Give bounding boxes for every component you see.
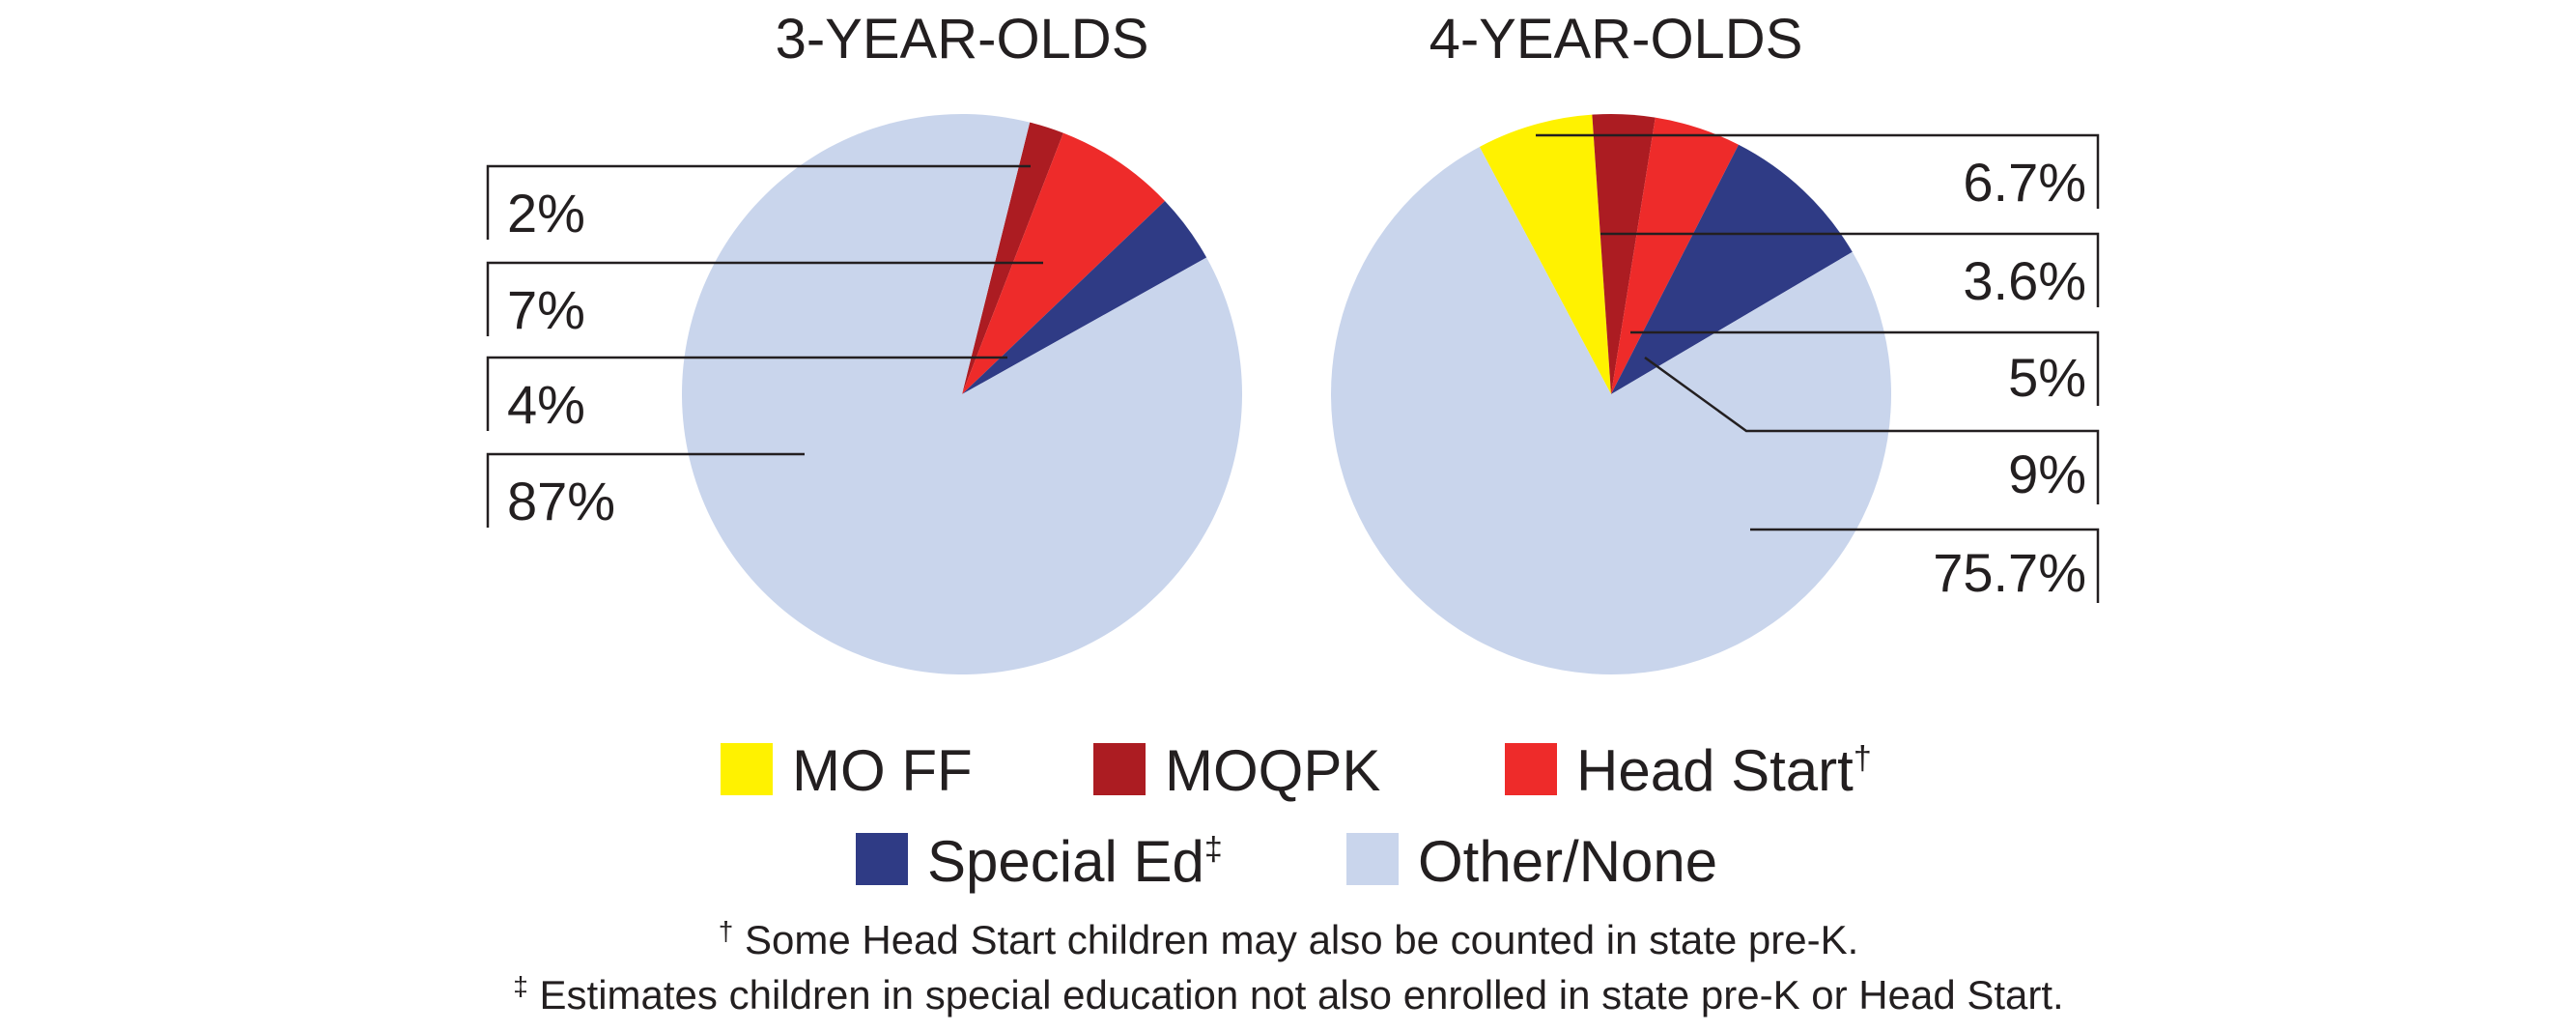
legend-text: Other/None (1418, 829, 1717, 894)
pie-slice-special_ed (962, 201, 1207, 394)
pie-slice-moqpk (1592, 113, 1656, 395)
footnotes: † Some Head Start children may also be c… (513, 916, 2063, 1018)
legend-swatch-other (1346, 833, 1399, 885)
pie-slice-moqpk (962, 122, 1063, 395)
legend: MO FF MOQPK Head Start† Special Ed‡ Other/No… (721, 738, 1872, 894)
footnote-marker: † (719, 916, 734, 946)
legend-label-moqpk: MOQPK (1165, 738, 1380, 803)
legend-marker: ‡ (1204, 831, 1223, 868)
pie-slice-other (682, 113, 1243, 674)
footnote-2: ‡ Estimates children in special educatio… (513, 971, 2063, 1018)
legend-label-head_start: Head Start† (1576, 738, 1872, 803)
pct-label-head_start: 7% (507, 279, 585, 340)
pie-slice-head_start (962, 132, 1166, 394)
leader-line-moqpk (1600, 232, 2100, 307)
leader-line-other (486, 452, 805, 528)
legend-label-mo_ff: MO FF (792, 738, 973, 803)
pie-4-year-olds (1330, 113, 1891, 675)
pct-label-head_start: 5% (2008, 347, 2086, 408)
leader-line-special_ed (1644, 356, 2100, 504)
pie-slice-head_start (1611, 117, 1740, 394)
legend-text: Head Start (1576, 738, 1854, 803)
legend-label-other: Other/None (1418, 829, 1717, 894)
pct-label-special_ed: 9% (2008, 444, 2086, 504)
leader-line-other (1750, 528, 2100, 603)
leader-line-moqpk (486, 164, 1031, 240)
pct-label-other: 75.7% (1933, 542, 2086, 603)
leader-line-special_ed (486, 356, 1007, 431)
legend-text: MOQPK (1165, 738, 1380, 803)
chart-title-4-year-olds: 4-YEAR-OLDS (1430, 8, 1803, 71)
chart-title-3-year-olds: 3-YEAR-OLDS (776, 8, 1149, 71)
pct-label-moqpk: 2% (507, 183, 585, 244)
pie-slice-other (1330, 146, 1891, 675)
legend-swatch-special_ed (856, 833, 908, 885)
pie-slice-mo_ff (1479, 114, 1611, 394)
legend-text: Special Ed (927, 829, 1204, 894)
pct-label-moqpk: 3.6% (1963, 250, 2086, 311)
footnote-text: Some Head Start children may also be cou… (733, 917, 1858, 962)
legend-text: MO FF (792, 738, 973, 803)
leader-line-mo_ff (1536, 133, 2100, 209)
leader-line-head_start (486, 261, 1043, 336)
pct-label-special_ed: 4% (507, 374, 585, 435)
pct-label-other: 87% (507, 471, 615, 531)
legend-swatch-moqpk (1093, 743, 1146, 795)
legend-swatch-head_start (1505, 743, 1557, 795)
footnote-marker: ‡ (513, 971, 528, 1001)
legend-swatch-mo_ff (721, 743, 773, 795)
pct-label-mo_ff: 6.7% (1963, 152, 2086, 213)
footnote-1: † Some Head Start children may also be c… (719, 916, 1859, 962)
legend-label-special_ed: Special Ed‡ (927, 829, 1223, 894)
legend-marker: † (1854, 740, 1872, 777)
leader-line-head_start (1630, 330, 2100, 406)
pie-3-year-olds (682, 113, 1243, 674)
labels-4-year-olds: 6.7% 3.6% 5% 9% 75.7% (1536, 133, 2100, 603)
footnote-text: Estimates children in special education … (528, 972, 2064, 1018)
labels-3-year-olds: 2% 7% 4% 87% (486, 164, 1043, 531)
